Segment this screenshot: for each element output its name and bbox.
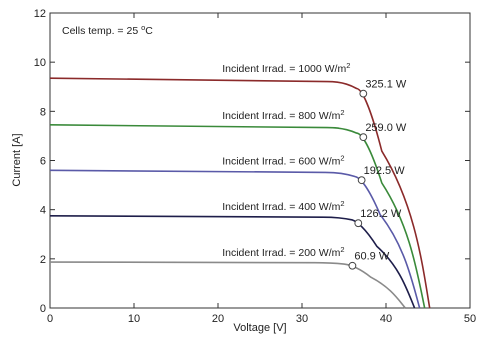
cells-temp-note: Cells temp. = 25 oC xyxy=(62,23,153,37)
irradiance-label: Incident Irrad. = 1000 W/m2 xyxy=(222,61,350,75)
iv-curve xyxy=(49,215,416,309)
irradiance-label-text: Incident Irrad. = 200 W/m xyxy=(222,247,340,259)
max-power-point xyxy=(348,261,357,270)
max-power-point xyxy=(359,133,368,142)
irradiance-label-text: Incident Irrad. = 1000 W/m xyxy=(222,63,346,75)
irradiance-label-text: Incident Irrad. = 600 W/m xyxy=(222,155,340,167)
power-label: 192.5 W xyxy=(364,165,406,177)
irradiance-label: Incident Irrad. = 400 W/m2 xyxy=(222,199,344,213)
power-label: 325.1 W xyxy=(365,79,407,91)
irradiance-label: Incident Irrad. = 800 W/m2 xyxy=(222,108,344,122)
power-label: 60.9 W xyxy=(354,251,389,263)
irradiance-label-text: Incident Irrad. = 800 W/m xyxy=(222,110,340,122)
irradiance-label-superscript: 2 xyxy=(340,199,344,208)
degree-symbol: o xyxy=(141,23,145,32)
irradiance-label-superscript: 2 xyxy=(346,61,350,70)
x-tick-label: 30 xyxy=(296,313,308,325)
max-power-point xyxy=(354,219,363,228)
x-tick-label: 50 xyxy=(464,313,476,325)
irradiance-label-text: Incident Irrad. = 400 W/m xyxy=(222,201,340,213)
irradiance-label-superscript: 2 xyxy=(340,245,344,254)
axis-ticks: 0 10 20 30 40 50 0 2 4 6 8 10 12 xyxy=(34,8,476,325)
y-axis-label: Current [A] xyxy=(11,133,23,186)
x-tick-label: 40 xyxy=(380,313,392,325)
y-tick-label: 4 xyxy=(40,205,46,217)
y-tick-label: 2 xyxy=(40,254,46,266)
x-tick-label: 10 xyxy=(128,313,140,325)
power-label: 126.2 W xyxy=(360,208,402,220)
y-tick-label: 8 xyxy=(40,106,46,118)
iv-curve xyxy=(49,124,426,309)
x-axis-label: Voltage [V] xyxy=(233,322,286,334)
x-tick-label: 20 xyxy=(212,313,224,325)
irradiance-label: Incident Irrad. = 200 W/m2 xyxy=(222,245,344,259)
x-tick-label: 0 xyxy=(47,313,53,325)
power-label: 259.0 W xyxy=(365,122,407,134)
irradiance-label-superscript: 2 xyxy=(340,108,344,117)
max-power-point xyxy=(357,176,366,185)
y-tick-label: 10 xyxy=(34,57,46,69)
irradiance-label: Incident Irrad. = 600 W/m2 xyxy=(222,153,344,167)
max-power-point xyxy=(359,89,368,98)
curves xyxy=(49,77,431,309)
iv-curve xyxy=(49,169,421,309)
y-tick-label: 0 xyxy=(40,303,46,315)
y-tick-label: 12 xyxy=(34,8,46,20)
iv-curve xyxy=(49,77,431,309)
y-tick-label: 6 xyxy=(40,156,46,168)
irradiance-label-superscript: 2 xyxy=(340,153,344,162)
